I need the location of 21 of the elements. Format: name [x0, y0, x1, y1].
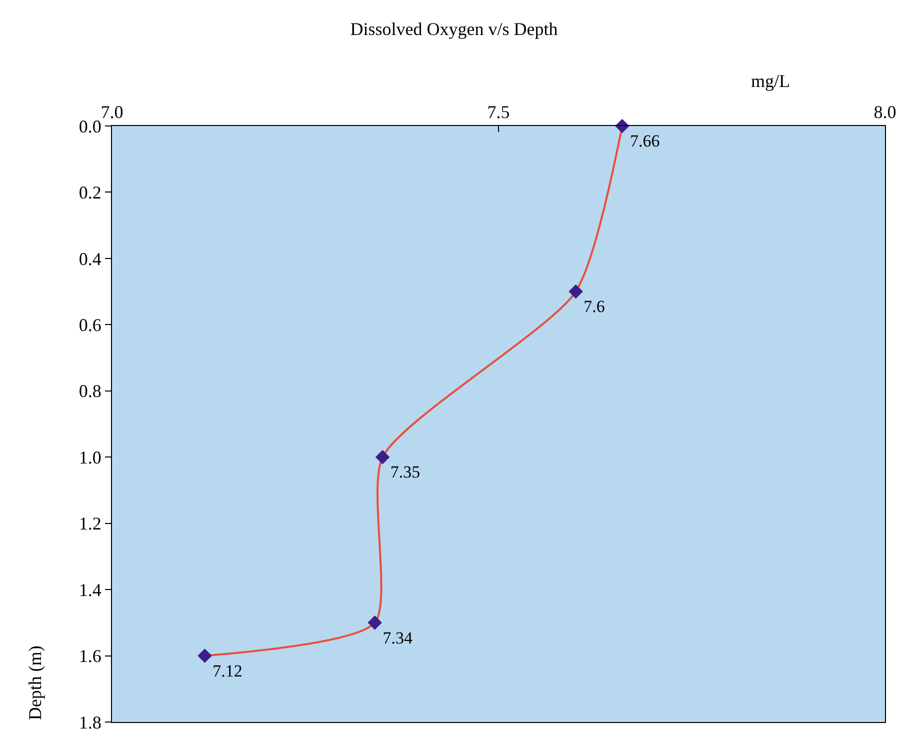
x-tick-label: 7.5 [487, 102, 510, 122]
y-tick-label: 1.8 [78, 712, 102, 732]
y-tick-label: 1.0 [78, 447, 102, 468]
y-axis-title: Depth (m) [25, 646, 46, 720]
data-label: 7.12 [212, 661, 242, 680]
y-tick-label: 0.2 [78, 182, 102, 203]
y-tick-label: 1.2 [78, 514, 102, 534]
chart-title: Dissolved Oxygen v/s Depth [350, 18, 558, 39]
y-tick-label: 0.8 [78, 381, 102, 402]
y-tick-label: 0.6 [78, 314, 102, 335]
data-label: 7.35 [390, 462, 420, 482]
data-label: 7.34 [382, 628, 413, 648]
data-label: 7.6 [584, 297, 605, 316]
y-tick-label: 0.4 [78, 248, 102, 269]
x-axis-title: mg/L [751, 71, 790, 91]
y-tick-label: 1.4 [78, 580, 102, 600]
y-tick-label: 1.6 [78, 646, 102, 666]
x-tick-label: 8.0 [874, 102, 896, 122]
data-label: 7.66 [630, 132, 660, 151]
x-tick-label: 7.0 [100, 102, 124, 122]
y-tick-label: 0.0 [78, 116, 102, 136]
